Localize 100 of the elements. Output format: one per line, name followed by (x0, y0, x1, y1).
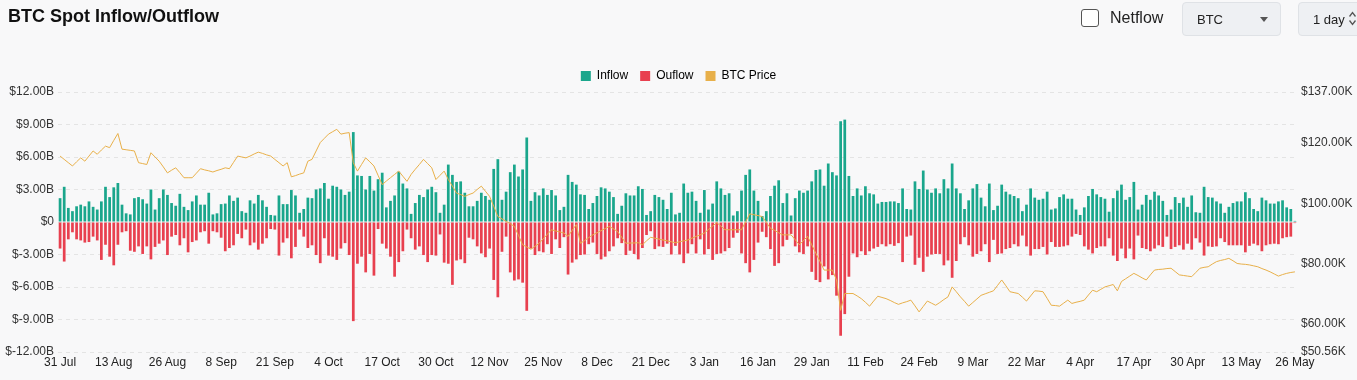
y-tick-label: $0 (40, 214, 55, 229)
bar (1058, 197, 1061, 222)
bar (1223, 222, 1227, 243)
bar (1115, 222, 1119, 261)
bar (104, 186, 107, 222)
bar (1289, 209, 1293, 222)
bar (541, 222, 545, 253)
bar (1153, 191, 1156, 222)
bar (145, 203, 149, 222)
bar (921, 222, 925, 272)
bar (1128, 197, 1132, 222)
x-tick-label: 29 Jan (793, 354, 830, 369)
bar (368, 175, 372, 222)
bar (207, 222, 211, 244)
bar (141, 222, 145, 254)
bar (888, 201, 892, 222)
x-tick-label: 12 Nov (470, 354, 509, 369)
bar (1173, 222, 1177, 247)
bar (1177, 222, 1181, 246)
bar (541, 188, 545, 222)
bar (83, 206, 87, 222)
bar (1000, 184, 1004, 222)
bar (228, 222, 231, 248)
bar (273, 222, 277, 230)
bar (62, 186, 66, 222)
bar (161, 189, 165, 222)
bar (570, 222, 574, 263)
bar (166, 194, 169, 222)
bar (446, 164, 450, 222)
bar (525, 222, 529, 311)
x-tick-label: 11 Feb (847, 354, 884, 369)
legend-label: Inflow (596, 68, 629, 83)
bar (1268, 203, 1272, 222)
bar (669, 192, 673, 222)
bar (938, 222, 942, 254)
y-tick-label: $-9.00B (11, 311, 54, 326)
bar (1062, 222, 1066, 247)
bar (479, 222, 483, 254)
bar (513, 222, 516, 281)
bar (331, 222, 335, 257)
x-tick-label: 4 Oct (314, 354, 344, 369)
y-tick-label: $-3.00B (11, 246, 54, 261)
bar (987, 183, 991, 222)
bar (1099, 197, 1103, 222)
bar (1091, 188, 1094, 222)
bar (843, 119, 847, 222)
bar (748, 222, 752, 273)
bar (1029, 222, 1032, 256)
x-tick-label: 17 Apr (1116, 354, 1152, 369)
bar (289, 222, 293, 259)
bar (426, 222, 429, 263)
bar (636, 222, 640, 260)
bar (773, 222, 776, 266)
bar (1161, 222, 1165, 247)
bar (748, 169, 752, 222)
bar (137, 197, 140, 222)
bar (413, 222, 417, 250)
bar (909, 209, 913, 222)
bar (240, 222, 244, 239)
bar (864, 222, 867, 256)
bar (1289, 222, 1293, 237)
y2-tick-label: $100.00K (1301, 195, 1353, 210)
bar (1087, 222, 1090, 250)
bar (607, 191, 611, 222)
text: BTC (1182, 2, 1281, 36)
x-tick-label: 16 Jan (740, 354, 777, 369)
bar (1281, 200, 1284, 222)
bar (702, 222, 706, 255)
x-tick-label: 8 Dec (581, 354, 613, 369)
x-tick-label: 13 May (1221, 354, 1261, 369)
bar (864, 186, 867, 222)
text: 1 day (1298, 2, 1357, 36)
bar (517, 222, 520, 280)
bar (971, 188, 975, 222)
bar (194, 222, 198, 241)
bar (876, 222, 880, 247)
bar (583, 222, 586, 255)
bar (360, 175, 363, 222)
bar (397, 171, 401, 222)
bar (1182, 222, 1185, 250)
bar (1173, 197, 1177, 222)
bar (318, 222, 322, 264)
bar (75, 206, 78, 222)
bar (1227, 206, 1231, 222)
bar (558, 222, 562, 248)
bar (351, 132, 355, 222)
x-tick-label: 26 Aug (148, 354, 187, 369)
y2-tick-label: $60.00K (1301, 315, 1346, 330)
bar (1215, 201, 1218, 222)
bar (79, 204, 83, 222)
bar (612, 222, 615, 247)
bar (1062, 194, 1066, 222)
bar (872, 222, 876, 249)
bar (463, 222, 467, 264)
legend-label: BTC Price (721, 68, 777, 83)
bar (1157, 222, 1161, 246)
legend-label: Ouflow (656, 68, 694, 83)
bar (128, 222, 132, 251)
bar (653, 222, 657, 250)
x-tick-label: 21 Dec (631, 354, 670, 369)
